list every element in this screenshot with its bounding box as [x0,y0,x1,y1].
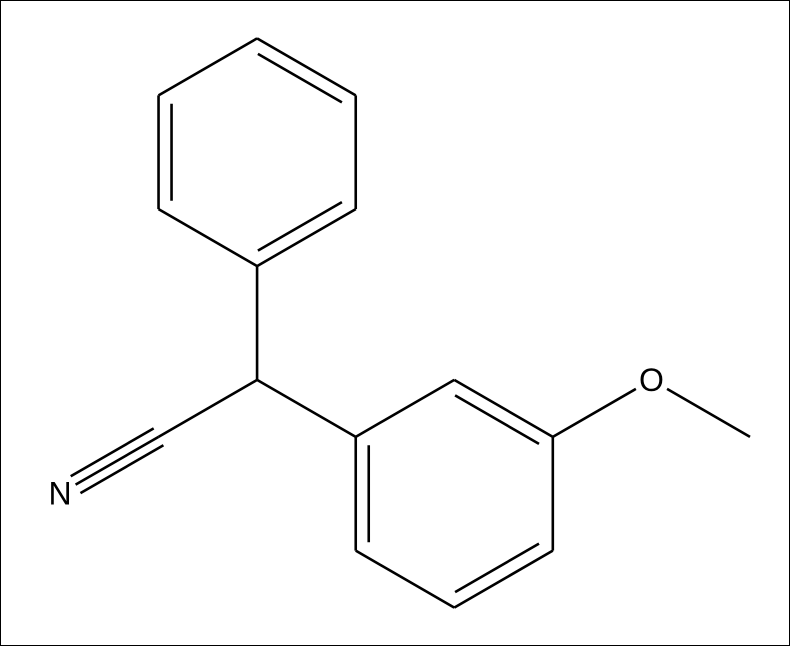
canvas-border [1,1,790,646]
atom-label-n: N [48,476,71,512]
molecule-diagram: NO [0,0,790,646]
atom-label-o: O [639,362,664,398]
